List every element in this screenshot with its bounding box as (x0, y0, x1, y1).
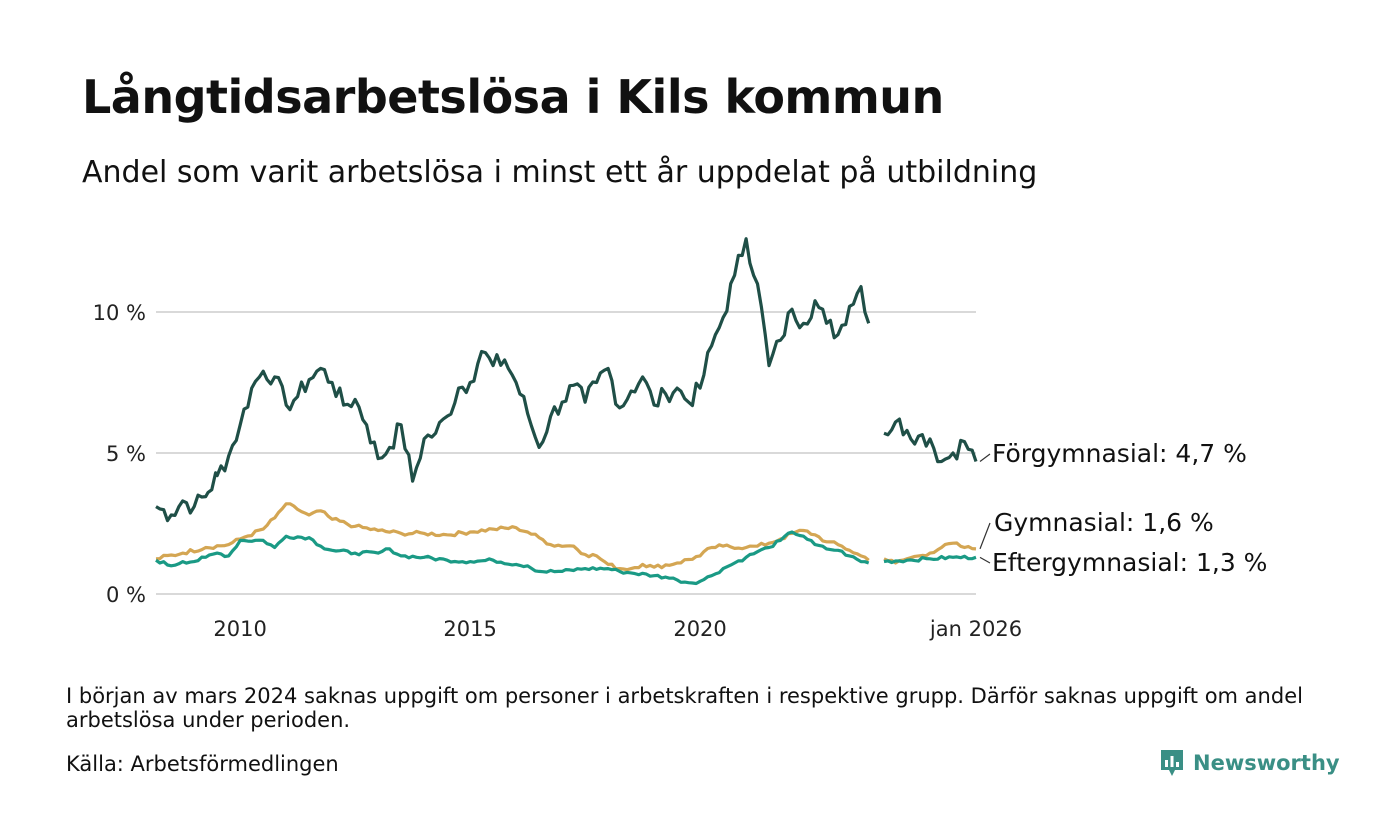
end-label-eftergymnasial: Eftergymnasial: 1,3 % (992, 548, 1267, 577)
end-label-connector (979, 453, 991, 462)
newsworthy-logo[interactable]: Newsworthy (1159, 748, 1340, 778)
series-line-eftergymnasial-1 (883, 554, 977, 565)
axis-ticks: 0 % 5 % 10 % 2010 2015 2020 jan 2026 (93, 301, 1022, 641)
chart-subtitle: Andel som varit arbetslösa i minst ett å… (82, 155, 1038, 190)
chart-title: Långtidsarbetslösa i Kils kommun (82, 70, 944, 124)
series-line-förgymnasial-1 (883, 417, 978, 464)
end-label-connector (979, 522, 991, 550)
newsworthy-logo-icon (1161, 750, 1183, 776)
y-tick-label: 5 % (106, 442, 146, 466)
y-tick-label: 0 % (106, 583, 146, 607)
series-line-eftergymnasial-0 (155, 530, 870, 586)
end-label-connector (979, 556, 991, 564)
grid-lines (156, 311, 976, 595)
series-line-gymnasial-0 (155, 502, 870, 572)
end-label-förgymnasial: Förgymnasial: 4,7 % (992, 439, 1247, 468)
x-tick-label: 2010 (213, 617, 266, 641)
x-tick-label: 2015 (443, 617, 496, 641)
y-tick-label: 10 % (93, 301, 146, 325)
brand-name: Newsworthy (1193, 751, 1340, 775)
source-note: Källa: Arbetsförmedlingen (66, 752, 339, 776)
footnote: I början av mars 2024 saknas uppgift om … (66, 684, 1303, 732)
series-lines (155, 237, 978, 586)
series-line-förgymnasial-0 (155, 237, 871, 523)
x-tick-label: jan 2026 (929, 617, 1022, 641)
end-labels: Förgymnasial: 4,7 % Gymnasial: 1,6 % Efter… (979, 439, 1267, 577)
x-tick-label: 2020 (673, 617, 726, 641)
end-label-gymnasial: Gymnasial: 1,6 % (994, 508, 1214, 537)
